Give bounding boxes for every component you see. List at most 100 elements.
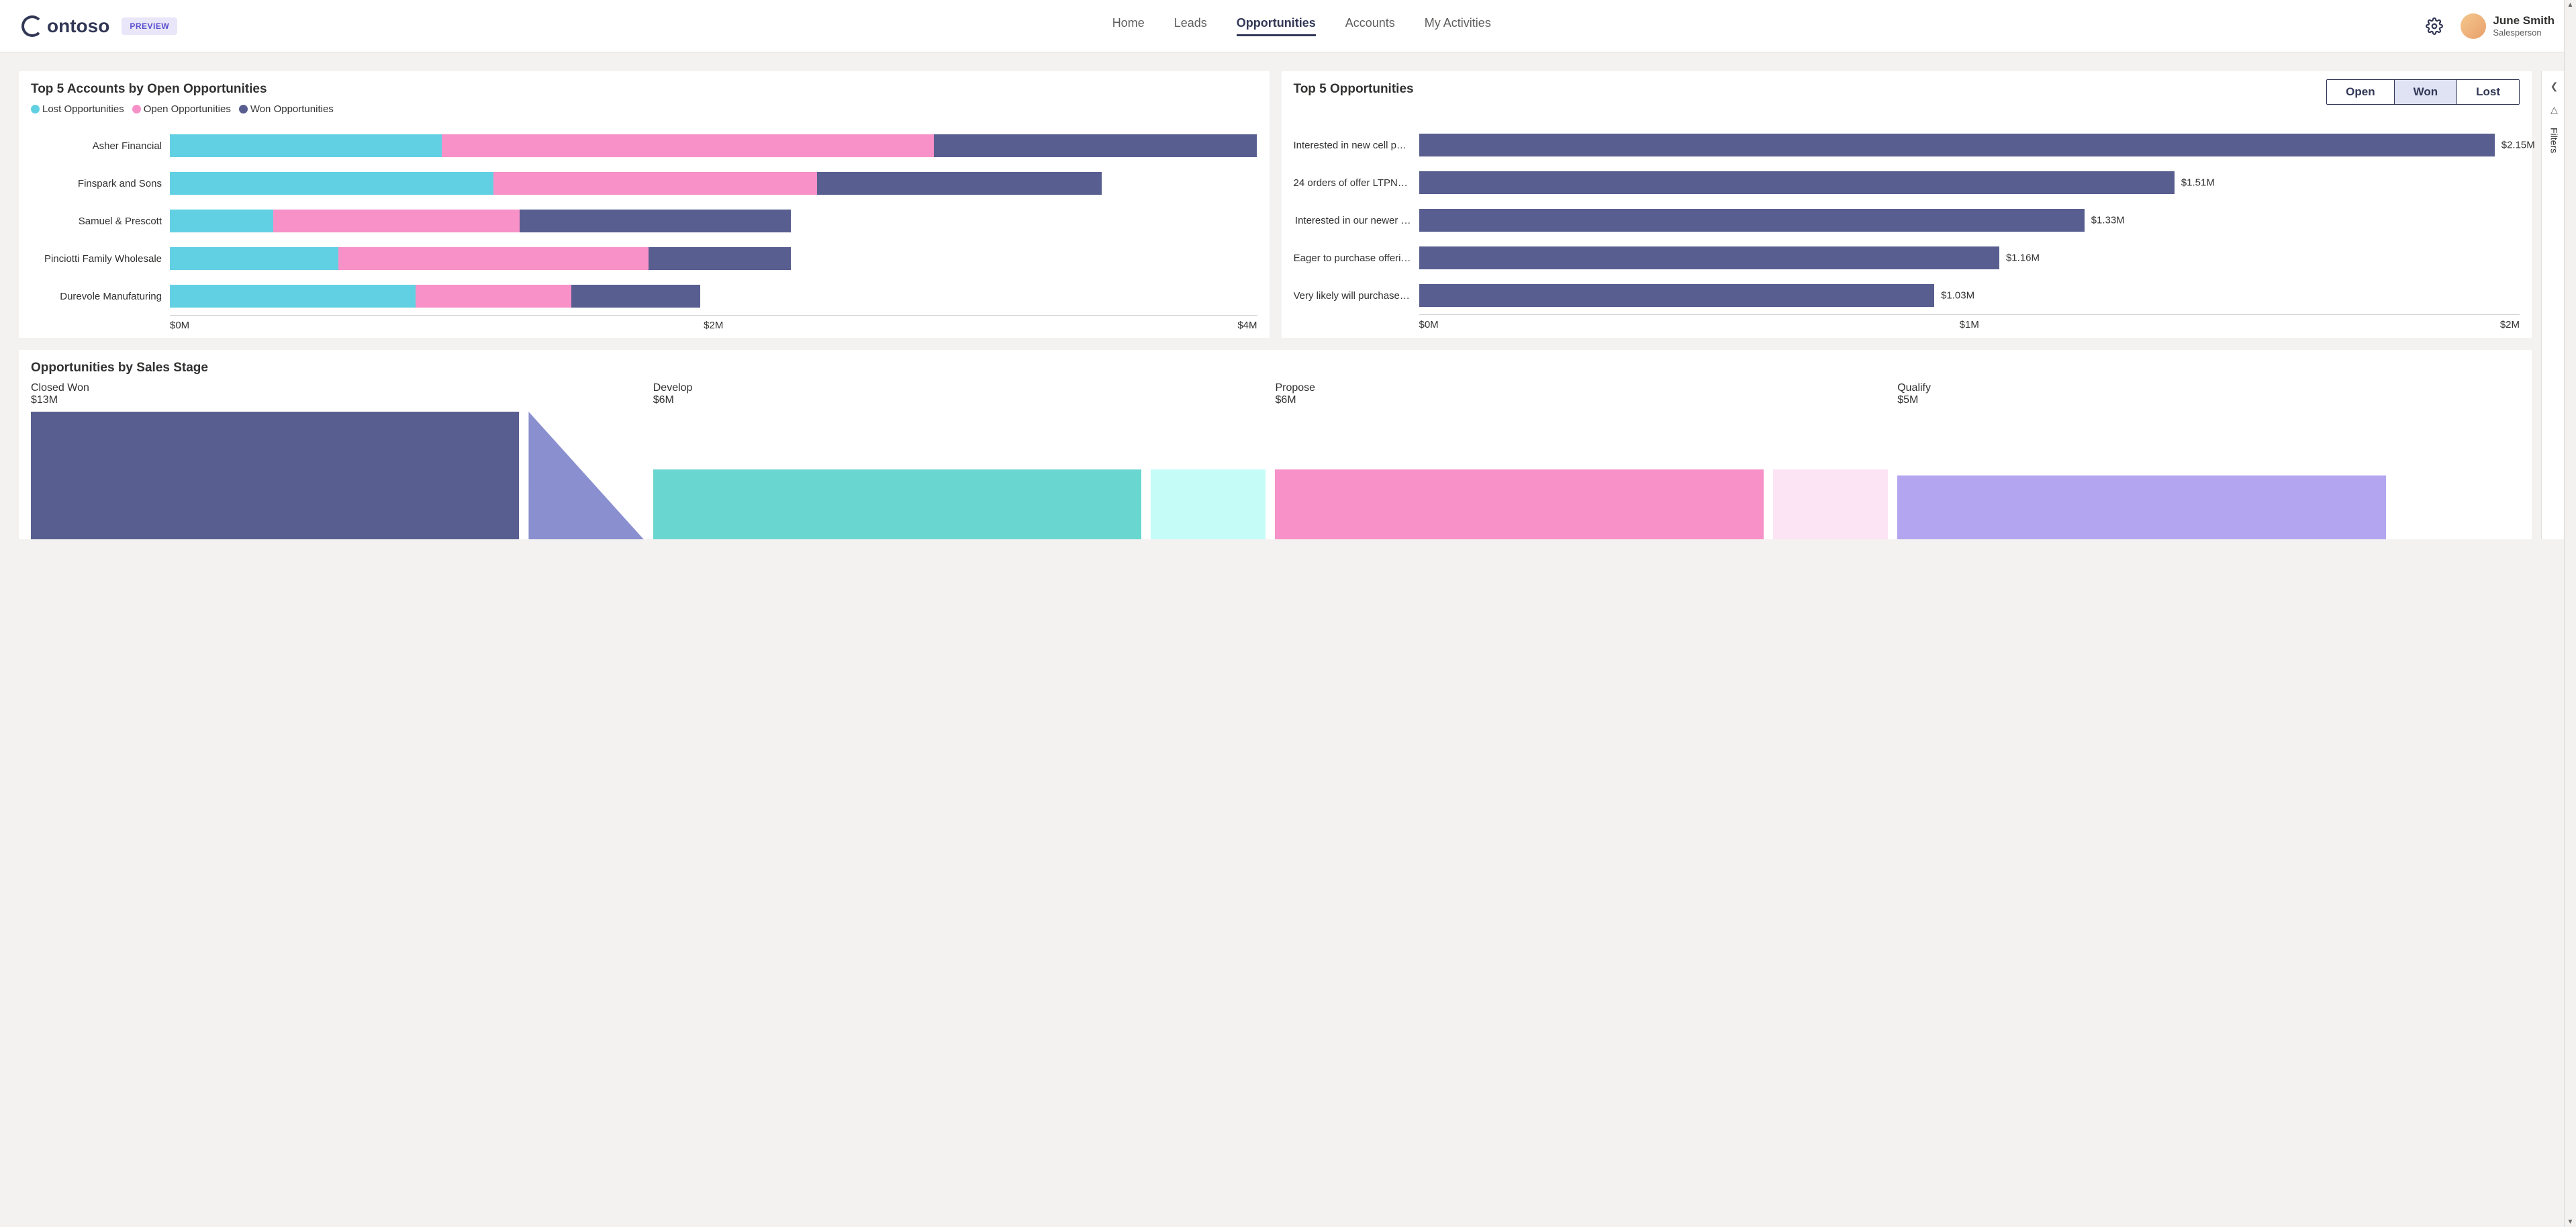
row-label: Asher Financial bbox=[31, 140, 162, 152]
bar-segment-open[interactable] bbox=[493, 172, 817, 195]
main-nav: Home Leads Opportunities Accounts My Activit… bbox=[1112, 16, 1491, 36]
chart-row[interactable]: Asher Financial bbox=[31, 127, 1257, 165]
bar-segment-won[interactable] bbox=[934, 134, 1257, 157]
card-top-opportunities: Top 5 Opportunities OpenWonLost Interest… bbox=[1282, 71, 2532, 338]
funnel-stage-label: Qualify$5M bbox=[1897, 382, 2395, 406]
funnel-block[interactable] bbox=[1773, 469, 1888, 540]
nav-home[interactable]: Home bbox=[1112, 16, 1145, 36]
row-label: Finspark and Sons bbox=[31, 178, 162, 189]
brand-logo[interactable]: ontoso bbox=[21, 15, 109, 37]
filters-rail[interactable]: ❮ △ Filters bbox=[2541, 71, 2567, 539]
row-label: Interested in new cell ph… bbox=[1294, 140, 1411, 151]
opportunities-chart[interactable]: Interested in new cell ph… $2.15M 24 order… bbox=[1294, 126, 2520, 314]
bar-track bbox=[170, 247, 1257, 270]
legend-item[interactable]: Won Opportunities bbox=[239, 103, 334, 115]
content: Top 5 Accounts by Open Opportunities Los… bbox=[19, 71, 2532, 539]
bar-segment-won[interactable] bbox=[520, 210, 792, 232]
bar[interactable] bbox=[1419, 284, 1935, 307]
vertical-scrollbar[interactable]: ▲ ▼ bbox=[2564, 0, 2576, 1227]
funnel-stage-label: Develop$6M bbox=[653, 382, 1151, 406]
nav-my-activities[interactable]: My Activities bbox=[1425, 16, 1491, 36]
bar-segment-won[interactable] bbox=[649, 247, 791, 270]
bar-segment-open[interactable] bbox=[273, 210, 519, 232]
legend-swatch bbox=[132, 105, 141, 113]
nav-accounts[interactable]: Accounts bbox=[1345, 16, 1395, 36]
funnel-chart[interactable] bbox=[31, 412, 2520, 539]
funnel-block[interactable] bbox=[31, 412, 519, 539]
nav-leads[interactable]: Leads bbox=[1174, 16, 1207, 36]
avatar bbox=[2461, 13, 2486, 39]
chevron-left-icon[interactable]: ❮ bbox=[2550, 81, 2559, 92]
chart-row[interactable]: 24 orders of offer LTPNZ… $1.51M bbox=[1294, 164, 2520, 201]
bar-value-label: $2.15M bbox=[2501, 140, 2535, 151]
legend-swatch bbox=[239, 105, 248, 113]
chart-row[interactable]: Samuel & Prescott bbox=[31, 202, 1257, 240]
filters-label: Filters bbox=[2549, 128, 2560, 153]
legend-item[interactable]: Open Opportunities bbox=[132, 103, 231, 115]
row-label: Pinciotti Family Wholesale bbox=[31, 253, 162, 265]
bar[interactable] bbox=[1419, 171, 2175, 194]
bar[interactable] bbox=[1419, 134, 2495, 156]
scroll-down-icon[interactable]: ▼ bbox=[2567, 1217, 2574, 1227]
chart-row[interactable]: Interested in our newer … $1.33M bbox=[1294, 201, 2520, 239]
bar[interactable] bbox=[1419, 246, 1999, 269]
segment-won[interactable]: Won bbox=[2394, 80, 2457, 104]
bar-track bbox=[170, 134, 1257, 157]
bar-segment-won[interactable] bbox=[571, 285, 701, 308]
x-tick: $2M bbox=[704, 320, 1237, 331]
accounts-chart[interactable]: Asher Financial Finspark and Sons Samuel &… bbox=[31, 127, 1257, 315]
card-title: Top 5 Accounts by Open Opportunities bbox=[31, 82, 1257, 97]
bar[interactable] bbox=[1419, 209, 2085, 232]
bar-segment-open[interactable] bbox=[416, 285, 571, 308]
bar-segment-lost[interactable] bbox=[170, 247, 338, 270]
chart-row[interactable]: Durevole Manufaturing bbox=[31, 277, 1257, 315]
bar-track: $1.51M bbox=[1419, 171, 2520, 194]
user-name: June Smith bbox=[2493, 14, 2555, 28]
legend-item[interactable]: Lost Opportunities bbox=[31, 103, 124, 115]
segment-open[interactable]: Open bbox=[2327, 80, 2393, 104]
row-label: Eager to purchase offeri… bbox=[1294, 253, 1411, 264]
user-menu[interactable]: June Smith Salesperson bbox=[2461, 13, 2555, 39]
bar-track: $1.33M bbox=[1419, 209, 2520, 232]
scroll-up-icon[interactable]: ▲ bbox=[2567, 0, 2574, 10]
chart-row[interactable]: Eager to purchase offeri… $1.16M bbox=[1294, 239, 2520, 277]
settings-icon[interactable] bbox=[2426, 17, 2443, 35]
bar-segment-lost[interactable] bbox=[170, 210, 273, 232]
topbar-right: June Smith Salesperson bbox=[2426, 13, 2555, 39]
bar-track bbox=[170, 172, 1257, 195]
segment-lost[interactable]: Lost bbox=[2456, 80, 2519, 104]
nav-opportunities[interactable]: Opportunities bbox=[1237, 16, 1316, 36]
x-tick: $4M bbox=[1237, 320, 1257, 331]
funnel-block[interactable] bbox=[1151, 469, 1266, 540]
x-axis: $0M$1M$2M bbox=[1419, 314, 2520, 330]
chart-row[interactable]: Finspark and Sons bbox=[31, 165, 1257, 202]
card-sales-stage-funnel: Opportunities by Sales Stage Closed Won$… bbox=[19, 350, 2532, 539]
bar-segment-won[interactable] bbox=[817, 172, 1102, 195]
chart-row[interactable]: Very likely will purchase …$1.03M bbox=[1294, 277, 2520, 314]
main: Top 5 Accounts by Open Opportunities Los… bbox=[0, 52, 2576, 539]
funnel-block[interactable] bbox=[1275, 469, 1763, 540]
bar-segment-lost[interactable] bbox=[170, 172, 493, 195]
bar-segment-open[interactable] bbox=[338, 247, 649, 270]
bar-segment-open[interactable] bbox=[442, 134, 934, 157]
bar-track: $1.16M bbox=[1419, 246, 2520, 269]
preview-badge: PREVIEW bbox=[122, 17, 177, 35]
bar-track: $2.15M bbox=[1419, 134, 2520, 156]
funnel-block[interactable] bbox=[1897, 475, 2385, 539]
funnel-labels: Closed Won$13MDevelop$6MPropose$6MQualif… bbox=[31, 382, 2520, 406]
topbar: ontoso PREVIEW Home Leads Opportunities Acc… bbox=[0, 0, 2576, 52]
funnel-stage-label bbox=[1773, 382, 1897, 406]
funnel-block[interactable] bbox=[528, 412, 643, 539]
filter-icon: △ bbox=[2550, 104, 2558, 116]
chart-legend: Lost Opportunities Open Opportunities Won … bbox=[31, 103, 1257, 115]
chart-row[interactable]: Interested in new cell ph… $2.15M bbox=[1294, 126, 2520, 164]
chart-row[interactable]: Pinciotti Family Wholesale bbox=[31, 240, 1257, 277]
row-label: Interested in our newer … bbox=[1294, 215, 1411, 226]
funnel-stage-label bbox=[1151, 382, 1275, 406]
row-label: 24 orders of offer LTPNZ… bbox=[1294, 177, 1411, 189]
funnel-block[interactable] bbox=[653, 469, 1141, 540]
x-tick: $0M bbox=[1419, 319, 1960, 330]
bar-segment-lost[interactable] bbox=[170, 285, 416, 308]
row-label: Samuel & Prescott bbox=[31, 216, 162, 227]
bar-segment-lost[interactable] bbox=[170, 134, 442, 157]
